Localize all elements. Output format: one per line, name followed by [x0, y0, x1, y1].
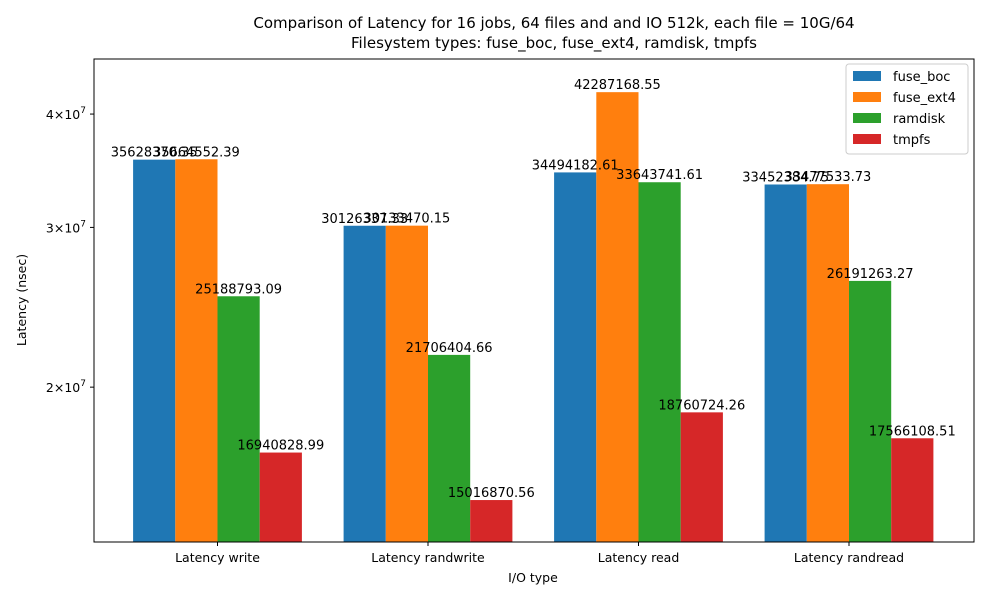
data-label-fuse_boc-0: 35628370.35 [111, 146, 198, 161]
bars-group [133, 92, 934, 543]
x-tick-label: Latency randread [794, 550, 904, 565]
data-label-fuse_ext4-1: 30133470.15 [363, 212, 450, 227]
data-label-fuse_ext4-0: 35664552.39 [153, 145, 240, 160]
data-label-fuse_boc-3: 33452384.75 [742, 170, 829, 185]
x-tick-label: Latency randwrite [371, 550, 485, 565]
bar-fuse_ext4-0 [175, 159, 218, 542]
data-label-ramdisk-1: 21706404.66 [406, 341, 493, 356]
data-labels-group: 35628370.35 30126337.33 34494182.61 3345238… [111, 78, 956, 501]
bar-tmpfs-1 [470, 500, 513, 542]
data-label-fuse_ext4-3: 33477533.73 [784, 170, 871, 185]
legend-label-ramdisk: ramdisk [893, 112, 946, 127]
data-label-fuse_boc-1: 30126337.33 [321, 212, 408, 227]
data-label-ramdisk-3: 26191263.27 [827, 267, 914, 282]
x-tick-label: Latency write [175, 550, 260, 565]
data-label-fuse_boc-2: 34494182.61 [532, 158, 619, 173]
bar-tmpfs-3 [891, 438, 934, 542]
bar-fuse_boc-1 [343, 225, 386, 542]
x-axis-label: I/O type [508, 570, 558, 585]
x-axis-ticks: Latency write Latency randwrite Latency re… [175, 542, 904, 565]
bar-fuse_ext4-3 [806, 184, 849, 542]
legend-swatch-ramdisk [853, 113, 881, 123]
legend-label-fuse_boc: fuse_boc [893, 70, 950, 85]
legend-swatch-tmpfs [853, 134, 881, 144]
bar-ramdisk-1 [428, 354, 471, 542]
bar-tmpfs-2 [680, 412, 723, 542]
legend-box [845, 63, 969, 155]
chart-title-line-2: Filesystem types: fuse_boc, fuse_ext4, r… [351, 34, 757, 53]
legend-swatch-fuse_ext4 [853, 92, 881, 102]
data-label-tmpfs-2: 18760724.26 [658, 398, 745, 413]
bar-fuse_boc-2 [554, 172, 597, 542]
bar-ramdisk-3 [849, 280, 892, 542]
data-label-tmpfs-1: 15016870.56 [448, 486, 535, 501]
y-axis-ticks: 2×107 3×107 4×107 [46, 106, 94, 395]
y-tick-label: 2×107 [46, 379, 86, 395]
data-label-fuse_ext4-2: 42287168.55 [574, 78, 661, 93]
x-tick-label: Latency read [598, 550, 680, 565]
bar-fuse_boc-0 [133, 159, 176, 542]
bar-fuse_ext4-1 [385, 225, 428, 542]
data-label-ramdisk-0: 25188793.09 [195, 282, 282, 297]
y-tick-label: 3×107 [46, 219, 86, 235]
y-tick-label: 4×107 [46, 106, 86, 122]
data-label-tmpfs-3: 17566108.51 [869, 424, 956, 439]
data-label-tmpfs-0: 16940828.99 [237, 439, 324, 454]
bar-ramdisk-0 [217, 296, 260, 542]
bar-fuse_boc-3 [764, 184, 807, 543]
chart-title-line-1: Comparison of Latency for 16 jobs, 64 fi… [253, 14, 854, 32]
y-axis-label: Latency (nsec) [14, 254, 29, 346]
plot-frame [93, 58, 975, 543]
legend-label-fuse_ext4: fuse_ext4 [893, 91, 956, 106]
bar-fuse_ext4-2 [596, 92, 639, 542]
bar-tmpfs-0 [259, 452, 302, 542]
data-label-ramdisk-2: 33643741.61 [616, 168, 703, 183]
bar-ramdisk-2 [638, 182, 681, 543]
legend-label-tmpfs: tmpfs [893, 133, 931, 148]
legend-swatch-fuse_boc [853, 71, 881, 81]
